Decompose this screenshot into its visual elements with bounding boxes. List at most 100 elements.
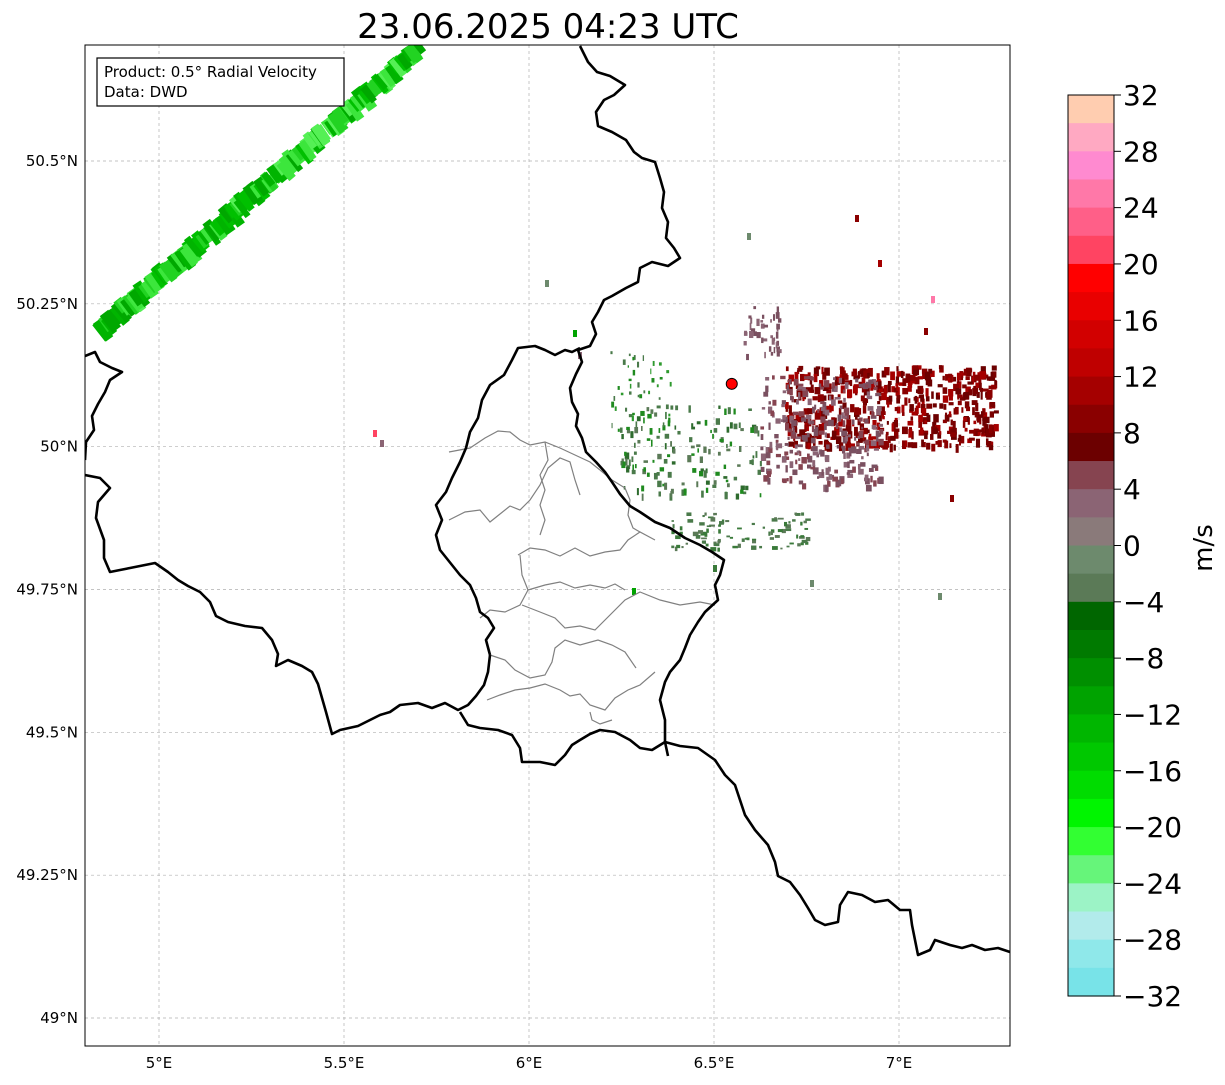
velocity-cell xyxy=(767,471,771,477)
colorbar-tick-label: 28 xyxy=(1123,135,1159,168)
velocity-cell xyxy=(619,427,623,433)
velocity-cell xyxy=(750,427,755,433)
velocity-cell xyxy=(989,411,995,418)
velocity-cell xyxy=(887,436,891,444)
velocity-cell xyxy=(865,384,869,388)
velocity-cell xyxy=(705,543,709,547)
colorbar-tick-label: −32 xyxy=(1123,980,1182,1013)
colorbar-swatch xyxy=(1068,798,1114,828)
velocity-cell xyxy=(942,387,948,394)
colorbar-tick-label: 8 xyxy=(1123,417,1141,450)
velocity-cell xyxy=(765,452,771,459)
velocity-cell xyxy=(913,368,920,376)
velocity-cell xyxy=(769,537,774,540)
velocity-cell xyxy=(789,476,793,484)
velocity-cell xyxy=(871,424,877,430)
velocity-cell xyxy=(789,461,794,469)
velocity-cell xyxy=(824,432,827,438)
velocity-cell xyxy=(120,298,137,317)
velocity-cell xyxy=(405,45,424,64)
velocity-cell xyxy=(862,401,867,406)
velocity-cell xyxy=(671,545,675,549)
velocity-cell xyxy=(633,451,637,455)
velocity-cell xyxy=(713,541,717,545)
velocity-cell xyxy=(887,380,892,385)
velocity-cell xyxy=(871,464,878,469)
velocity-cell xyxy=(715,418,721,425)
velocity-cell xyxy=(845,435,849,442)
velocity-cell xyxy=(671,530,675,535)
velocity-cell xyxy=(937,392,940,396)
velocity-cell xyxy=(982,412,988,422)
velocity-cell xyxy=(876,405,882,411)
velocity-cell xyxy=(841,430,848,436)
velocity-cell xyxy=(817,476,820,479)
velocity-cell xyxy=(964,401,970,409)
velocity-cell xyxy=(849,443,856,449)
velocity-cell xyxy=(911,411,917,416)
velocity-cell xyxy=(925,388,929,397)
velocity-cell xyxy=(948,402,954,406)
velocity-cell xyxy=(760,434,764,440)
velocity-cell xyxy=(985,429,992,438)
velocity-cell xyxy=(652,459,655,463)
velocity-cell xyxy=(799,429,806,436)
velocity-cell xyxy=(768,346,772,352)
velocity-cell xyxy=(632,464,635,472)
velocity-cell xyxy=(845,442,852,451)
velocity-cell xyxy=(789,542,794,545)
velocity-cell xyxy=(991,371,997,378)
velocity-cell xyxy=(637,394,640,398)
velocity-cell xyxy=(802,483,807,490)
velocity-cell xyxy=(704,512,707,516)
velocity-cell xyxy=(668,417,671,423)
velocity-cell xyxy=(781,404,785,408)
velocity-cell xyxy=(843,407,850,413)
velocity-cell xyxy=(656,435,660,439)
velocity-cell xyxy=(821,410,828,419)
velocity-cell xyxy=(770,319,772,323)
velocity-cell xyxy=(889,443,893,453)
velocity-cell xyxy=(885,431,889,436)
border-belgium-luxembourg xyxy=(85,350,124,461)
velocity-cell xyxy=(573,330,577,337)
velocity-cell xyxy=(681,482,685,486)
colorbar-swatch xyxy=(1068,742,1114,772)
info-box: Product: 0.5° Radial Velocity Data: DWD xyxy=(96,57,345,107)
colorbar-swatch xyxy=(1068,179,1114,209)
velocity-cell xyxy=(844,382,849,389)
velocity-cell xyxy=(775,453,781,458)
velocity-cell xyxy=(805,536,811,542)
velocity-cell xyxy=(890,371,895,381)
velocity-cell xyxy=(953,383,959,392)
district-border xyxy=(448,430,601,471)
velocity-cell xyxy=(622,359,626,365)
velocity-cell xyxy=(186,236,207,258)
velocity-cell xyxy=(849,379,853,387)
velocity-cell xyxy=(691,423,694,430)
velocity-cell xyxy=(835,424,839,430)
colorbar-ticks: 32 28 24 20 16 12 8 4 0 −4 −8 −12 −16 −20 −24 −28 −32 xyxy=(1114,79,1182,1013)
border-germany-france xyxy=(664,740,1010,957)
velocity-cell xyxy=(963,416,968,422)
velocity-cell xyxy=(862,398,869,403)
velocity-cell xyxy=(848,434,851,438)
colorbar-tick-label: 16 xyxy=(1123,304,1159,337)
velocity-cell xyxy=(917,365,922,370)
velocity-cell xyxy=(908,398,911,404)
velocity-cell xyxy=(617,428,620,432)
velocity-cell xyxy=(822,401,827,410)
velocity-cell xyxy=(958,434,962,441)
velocity-cell xyxy=(159,261,178,283)
velocity-cell xyxy=(345,99,365,122)
velocity-cell xyxy=(327,110,349,134)
velocity-cell xyxy=(822,371,827,380)
velocity-cell xyxy=(876,436,879,442)
velocity-cell xyxy=(847,461,850,469)
velocity-cell xyxy=(164,256,184,278)
velocity-cell xyxy=(804,424,807,432)
velocity-cell xyxy=(980,411,986,415)
velocity-cell xyxy=(843,461,849,468)
velocity-cell xyxy=(793,378,799,386)
velocity-cell xyxy=(700,531,707,536)
